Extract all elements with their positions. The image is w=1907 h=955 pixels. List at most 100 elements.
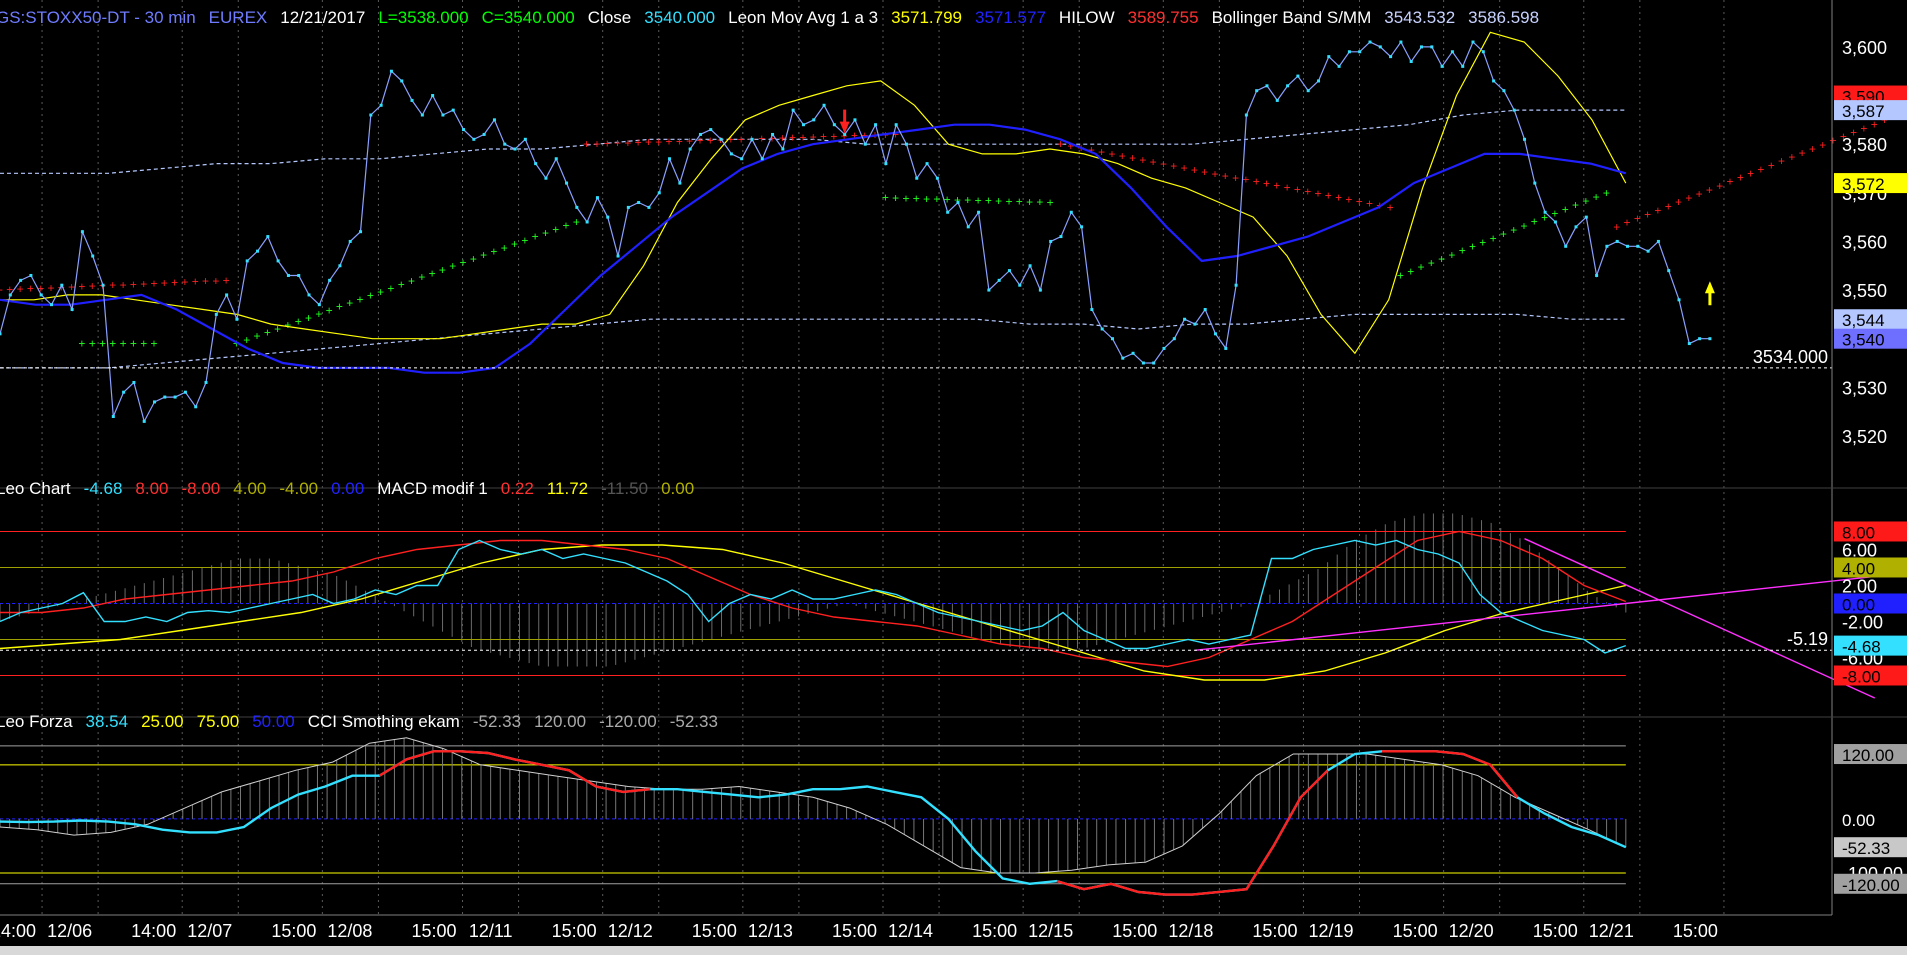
- price-axis[interactable]: 3,5203,5303,5403,5503,5603,5703,5803,590…: [0, 0, 1907, 915]
- hilow-green-marker: +: [1397, 268, 1404, 282]
- buy-arrow-icon: [1704, 281, 1715, 306]
- value-badge: [1834, 808, 1907, 829]
- hilow-red-marker: +: [6, 283, 13, 297]
- axis-tick-label: 3,560: [1842, 232, 1887, 252]
- close-point: [925, 162, 929, 166]
- value-badge-label: 8.00: [1842, 523, 1875, 542]
- close-point: [410, 98, 414, 102]
- close-point: [1656, 239, 1660, 243]
- header-value: Bollinger Band S/MM: [1212, 8, 1372, 27]
- close-point: [997, 278, 1001, 282]
- close-point: [565, 181, 569, 185]
- hilow-red-marker: +: [1613, 220, 1620, 234]
- value-badge: [1834, 837, 1907, 858]
- axis-tick-label: 3,600: [1842, 38, 1887, 58]
- hilow-green-marker: +: [923, 192, 930, 206]
- hilow-red-marker: +: [614, 136, 621, 150]
- hilow-red-marker: +: [1706, 183, 1713, 197]
- close-point: [513, 147, 517, 151]
- close-point: [1636, 244, 1640, 248]
- hilow-green-marker: +: [439, 263, 446, 277]
- close-point: [606, 215, 610, 219]
- hilow-green-marker: +: [89, 337, 96, 351]
- hilow-red-marker: +: [48, 281, 55, 295]
- close-point: [276, 259, 280, 263]
- close-point: [482, 132, 486, 136]
- close-point: [1265, 84, 1269, 88]
- close-point: [843, 132, 847, 136]
- hilow-red-marker: +: [1716, 179, 1723, 193]
- close-point: [1481, 50, 1485, 54]
- hilow-red-marker: +: [820, 130, 827, 144]
- hilow-red-marker: +: [676, 134, 683, 148]
- hilow-red-marker: +: [27, 282, 34, 296]
- hilow-green-marker: +: [1418, 260, 1425, 274]
- close-point: [1059, 235, 1063, 239]
- trendline[interactable]: [1194, 567, 1907, 651]
- close-point: [647, 205, 651, 209]
- time-tick-label: 12/13: [748, 921, 793, 941]
- hilow-red-marker: +: [1294, 183, 1301, 197]
- close-point: [338, 264, 342, 268]
- hilow-green-marker: +: [1479, 235, 1486, 249]
- hilow-green-marker: +: [480, 248, 487, 262]
- time-tick-label: 12/07: [187, 921, 232, 941]
- close-point: [142, 419, 146, 423]
- hilow-green-marker: +: [151, 337, 158, 351]
- indicator-header-macd: Leo Chart -4.68 8.00 -8.00 4.00 -4.00 0.00 MACD…: [0, 479, 694, 498]
- macd-pane[interactable]: -5.19: [0, 513, 1907, 699]
- value-badge-label: -120.00: [1842, 876, 1900, 895]
- hilow-red-marker: +: [1788, 150, 1795, 164]
- hilow-red-marker: +: [1211, 167, 1218, 181]
- hilow-red-marker: +: [161, 276, 168, 290]
- hilow-red-marker: +: [799, 130, 806, 144]
- hilow-green-marker: +: [1551, 206, 1558, 220]
- cci-pane[interactable]: [0, 737, 1627, 896]
- close-point: [1306, 89, 1310, 93]
- close-point: [70, 308, 74, 312]
- close-point: [348, 239, 352, 243]
- close-point: [1430, 45, 1434, 49]
- hilow-red-marker: +: [1335, 191, 1342, 205]
- close-point: [884, 162, 888, 166]
- value-badge-label: 4.00: [1842, 559, 1875, 578]
- time-tick-label: 12/11: [469, 921, 513, 941]
- hilow-green-marker: +: [1407, 264, 1414, 278]
- horizontal-scrollbar[interactable]: [0, 946, 1907, 955]
- hilow-green-marker: +: [367, 289, 374, 303]
- hilow-red-marker: +: [1139, 153, 1146, 167]
- hilow-red-marker: +: [1799, 146, 1806, 160]
- close-point: [1574, 225, 1578, 229]
- axis-tick-label: -2.00: [1842, 612, 1883, 632]
- value-badge-label: 3,544: [1842, 311, 1885, 330]
- close-point: [1492, 79, 1496, 83]
- header-value: GS:STOXX50-DT - 30 min: [0, 8, 196, 27]
- close-point: [1389, 55, 1393, 59]
- hilow-red-marker: +: [666, 135, 673, 149]
- close-point: [1018, 283, 1022, 287]
- time-tick-label: 12/08: [327, 921, 372, 941]
- close-point: [977, 210, 981, 214]
- close-point: [637, 201, 641, 205]
- hilow-green-marker: +: [429, 267, 436, 281]
- header-value: L=3538.000: [378, 8, 468, 27]
- close-point: [534, 162, 538, 166]
- price-pane[interactable]: + + + + + + + + + + + + + + + + + + + + ++ + + + + + + + + + + + + + + + + + +…: [0, 31, 1907, 424]
- sell-arrow-icon: [839, 109, 850, 134]
- hilow-red-marker: +: [78, 280, 85, 294]
- hilow-red-marker: +: [841, 129, 848, 143]
- trendline[interactable]: [1524, 538, 1876, 699]
- close-point: [1183, 317, 1187, 321]
- value-badge: [1834, 593, 1907, 614]
- close-point: [585, 220, 589, 224]
- time-tick-label: 12/06: [47, 921, 92, 941]
- hilow-red-marker: +: [1242, 173, 1249, 187]
- hilow-green-marker: +: [1448, 248, 1455, 262]
- time-axis[interactable]: 14:00 12/06 14:00 12/07 15:00 12/08 15:00 12/11…: [0, 914, 1907, 955]
- close-point: [1152, 361, 1156, 365]
- close-point: [183, 390, 187, 394]
- reference-line-label: 3534.000: [1753, 347, 1828, 367]
- hilow-red-marker: +: [1263, 177, 1270, 191]
